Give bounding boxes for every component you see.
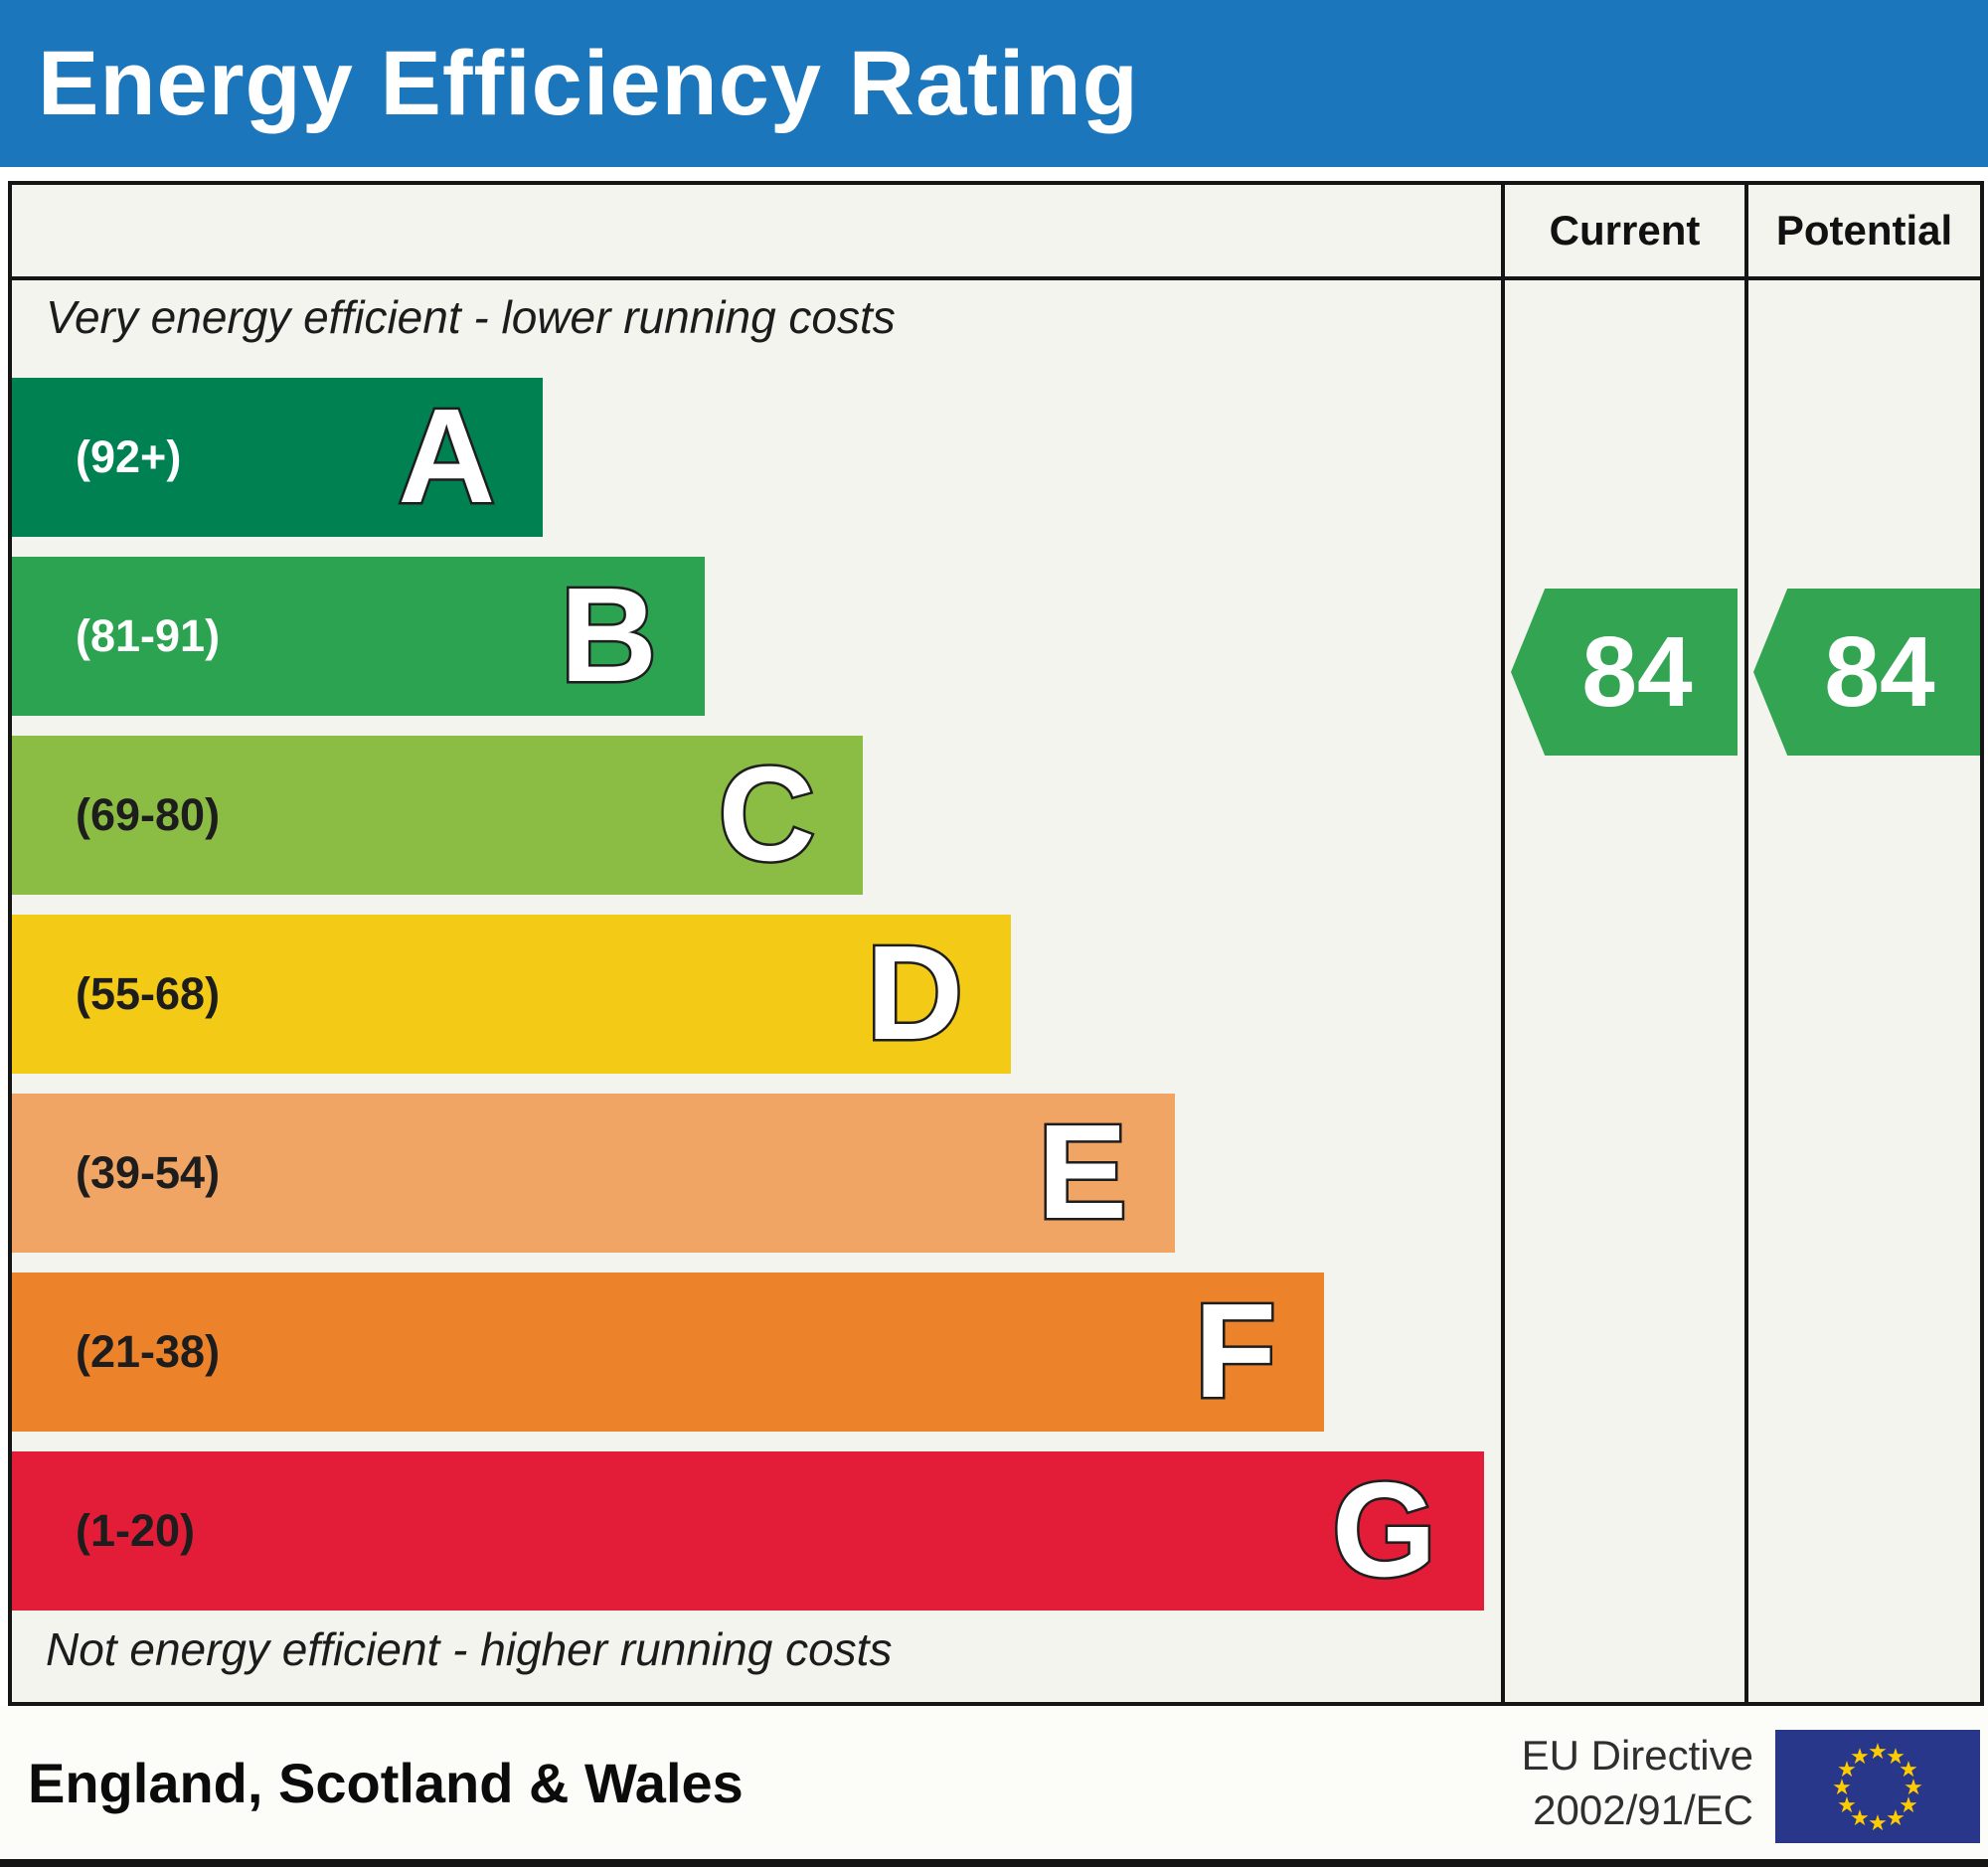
- band-range-label: (1-20): [76, 1505, 196, 1556]
- svg-text:★: ★: [1899, 1793, 1918, 1818]
- band-row-c: (69-80) C: [12, 736, 1497, 895]
- svg-text:★: ★: [1868, 1811, 1888, 1836]
- band-letter: D: [864, 916, 965, 1071]
- band-row-e: (39-54) E: [12, 1094, 1497, 1253]
- footer: England, Scotland & Wales EU Directive 2…: [0, 1706, 1988, 1867]
- band-letter: F: [1192, 1273, 1278, 1429]
- eu-flag-icon: ★ ★ ★ ★ ★ ★ ★ ★ ★ ★ ★ ★: [1775, 1730, 1980, 1843]
- band-range-label: (92+): [76, 431, 182, 482]
- rating-bands: (92+) A (81-91) B (69-80) C (55-68): [12, 378, 1497, 1630]
- band-row-d: (55-68) D: [12, 915, 1497, 1074]
- band-range-label: (81-91): [76, 610, 221, 661]
- eu-directive-label: EU Directive 2002/91/EC: [1522, 1706, 1753, 1859]
- svg-text:★: ★: [1904, 1776, 1923, 1800]
- band-bar-f: (21-38) F: [12, 1273, 1324, 1432]
- eu-directive-line1: EU Directive: [1521, 1731, 1753, 1779]
- band-range-label: (39-54): [76, 1147, 221, 1198]
- column-header-potential: Potential: [1775, 207, 1953, 254]
- header-separator: [12, 276, 1980, 280]
- eu-directive-line2: 2002/91/EC: [1533, 1786, 1753, 1833]
- svg-text:★: ★: [1850, 1806, 1870, 1831]
- band-bar-b: (81-91) B: [12, 557, 705, 716]
- band-range-label: (69-80): [76, 789, 221, 840]
- top-note: Very energy efficient - lower running co…: [46, 291, 896, 343]
- band-bar-g: (1-20) G: [12, 1451, 1484, 1611]
- band-bar-c: (69-80) C: [12, 736, 863, 895]
- band-letter: E: [1035, 1095, 1129, 1250]
- band-row-a: (92+) A: [12, 378, 1497, 537]
- band-letter: B: [558, 558, 659, 713]
- svg-text:★: ★: [1886, 1745, 1905, 1770]
- svg-text:★: ★: [1868, 1740, 1888, 1765]
- band-row-b: (81-91) B: [12, 557, 1497, 716]
- column-divider-potential: [1744, 185, 1748, 1702]
- bottom-note: Not energy efficient - higher running co…: [46, 1623, 893, 1675]
- band-letter: C: [716, 737, 817, 892]
- band-row-g: (1-20) G: [12, 1451, 1497, 1611]
- column-divider-current: [1501, 185, 1505, 1702]
- svg-text:★: ★: [1832, 1776, 1852, 1800]
- svg-text:★: ★: [1899, 1758, 1918, 1782]
- rating-table: Current Potential Very energy efficient …: [8, 181, 1984, 1706]
- band-bar-a: (92+) A: [12, 378, 543, 537]
- region-label: England, Scotland & Wales: [28, 1751, 744, 1814]
- current-rating-value: 84: [1581, 615, 1693, 728]
- band-range-label: (55-68): [76, 968, 221, 1019]
- band-letter: G: [1329, 1452, 1438, 1608]
- potential-rating-arrow: 84: [1753, 589, 1980, 756]
- page-title: Energy Efficiency Rating: [38, 32, 1139, 134]
- current-rating-arrow: 84: [1511, 589, 1738, 756]
- band-bar-d: (55-68) D: [12, 915, 1011, 1074]
- band-letter: A: [396, 379, 497, 534]
- band-row-f: (21-38) F: [12, 1273, 1497, 1432]
- band-range-label: (21-38): [76, 1326, 221, 1377]
- svg-text:★: ★: [1850, 1745, 1870, 1770]
- title-banner: Energy Efficiency Rating: [0, 0, 1988, 167]
- svg-text:★: ★: [1886, 1806, 1905, 1831]
- column-header-current: Current: [1549, 207, 1701, 254]
- svg-text:★: ★: [1837, 1793, 1857, 1818]
- potential-rating-value: 84: [1824, 615, 1935, 728]
- svg-text:★: ★: [1837, 1758, 1857, 1782]
- band-bar-e: (39-54) E: [12, 1094, 1175, 1253]
